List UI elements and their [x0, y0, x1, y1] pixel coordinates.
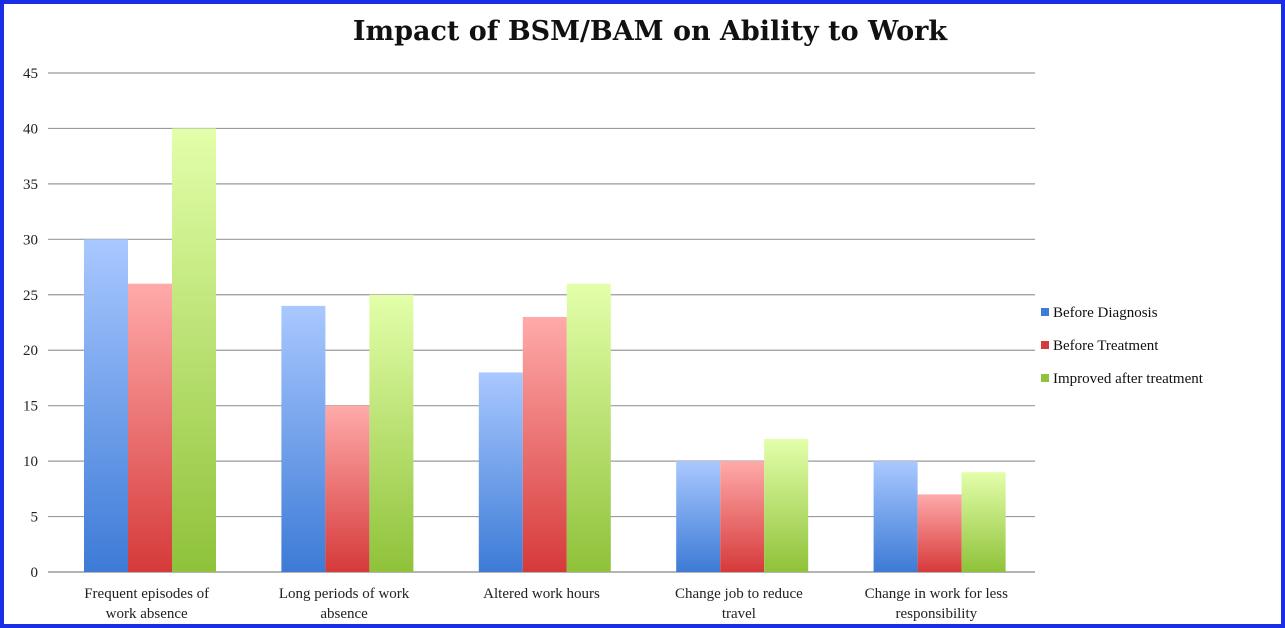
bar: [566, 283, 611, 572]
y-tick-label: 5: [31, 510, 39, 526]
bar: [478, 372, 523, 572]
y-tick-labels: 0 5 10 15 20 25 30 35 40 45: [23, 66, 38, 581]
legend-label: Improved after treatment: [1053, 371, 1204, 387]
y-tick-label: 0: [31, 565, 39, 581]
y-tick-label: 10: [23, 454, 38, 470]
bar: [128, 283, 172, 572]
y-tick-label: 40: [23, 121, 38, 137]
category-label: Change job to reduce travel: [675, 586, 803, 622]
bar: [172, 128, 216, 572]
legend-label: Before Diagnosis: [1053, 305, 1158, 321]
category-label: Long periods of work absence: [279, 586, 410, 622]
legend-swatch: [1041, 374, 1049, 382]
category-label: Altered work hours: [483, 586, 600, 602]
legend: Before Diagnosis Before Treatment Improved…: [1041, 305, 1204, 387]
y-tick-label: 35: [23, 177, 38, 193]
bar: [84, 239, 128, 573]
y-tick-label: 25: [23, 288, 38, 304]
bar: [873, 461, 918, 572]
legend-label: Before Treatment: [1053, 338, 1159, 354]
bar: [676, 461, 721, 572]
chart-title: Impact of BSM/BAM on Ability to Work: [352, 16, 948, 47]
legend-swatch: [1041, 341, 1049, 349]
bar: [961, 472, 1006, 572]
y-tick-label: 30: [23, 232, 38, 248]
bar: [720, 461, 765, 572]
y-tick-label: 45: [23, 66, 38, 82]
category-label: Change in work for less responsibility: [865, 586, 1008, 622]
category-label: Frequent episodes of work absence: [84, 586, 209, 622]
legend-swatch: [1041, 308, 1049, 316]
bar: [281, 305, 326, 572]
bar: [522, 316, 567, 572]
y-tick-label: 15: [23, 399, 38, 415]
category-labels: Frequent episodes of work absence Long per…: [84, 586, 1008, 622]
bar: [917, 494, 962, 572]
bar: [369, 294, 414, 572]
bar: [764, 438, 809, 572]
y-tick-label: 20: [23, 343, 38, 359]
bar: [325, 405, 370, 572]
bars: [84, 128, 1006, 573]
